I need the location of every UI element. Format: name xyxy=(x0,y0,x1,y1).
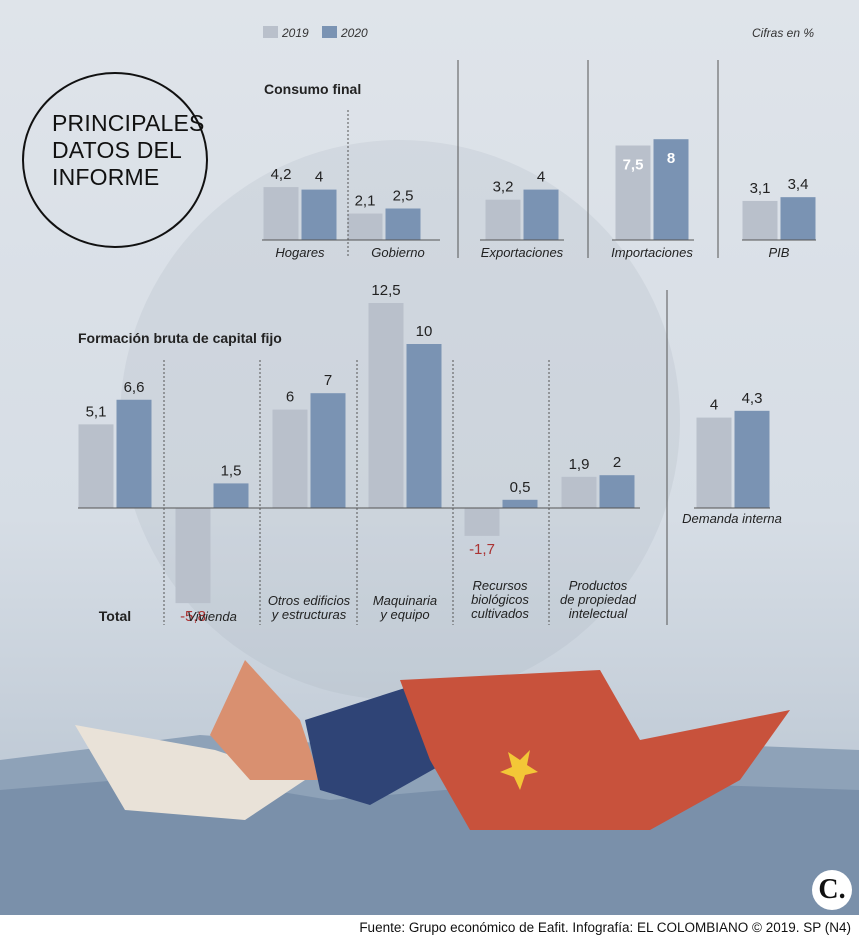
bar-2020-3 xyxy=(406,344,442,508)
data-label: 12,5 xyxy=(371,282,400,299)
category-label: PIB xyxy=(769,245,790,260)
footer-bar: Fuente: Grupo económico de Eafit. Infogr… xyxy=(0,915,859,941)
category-label: biológicos xyxy=(471,592,529,607)
data-label: 4 xyxy=(537,169,545,186)
bar-2020-0 xyxy=(653,139,689,240)
bar-2020-1 xyxy=(385,208,421,240)
bar-2019-1 xyxy=(347,213,383,240)
bar-2020-5 xyxy=(599,475,635,508)
data-label: 6 xyxy=(286,389,294,406)
data-label: 5,1 xyxy=(86,403,107,420)
legend-swatch-2020 xyxy=(322,26,337,38)
category-label: de propiedad xyxy=(560,592,637,607)
bar-2019-0 xyxy=(263,187,299,240)
section-title-fbcf: Formación bruta de capital fijo xyxy=(78,330,282,346)
bar-2020-0 xyxy=(301,189,337,240)
category-label: y estructuras xyxy=(271,607,347,622)
data-label: 1,5 xyxy=(221,462,242,479)
china-boat xyxy=(400,670,790,830)
bar-2020-0 xyxy=(780,197,816,240)
data-label: 4 xyxy=(315,169,323,186)
data-label: 4,3 xyxy=(742,390,763,407)
title-circle xyxy=(22,72,208,248)
data-label: -1,7 xyxy=(469,541,495,558)
bar-2020-0 xyxy=(116,399,152,508)
paper-boats-illustration xyxy=(0,660,859,915)
data-label: 2 xyxy=(613,454,621,471)
legend-swatch-2019 xyxy=(263,26,278,38)
legend-label-2020: 2020 xyxy=(341,26,368,40)
category-label: Gobierno xyxy=(371,245,424,260)
chart-canvas: 4,2 4 2,1 2,5 3,2 4 7,5 8 3,1 3,4 5,1 6,6 -5,8 1,5 6 7 1… xyxy=(78,60,816,625)
data-label: 1,9 xyxy=(569,456,590,473)
units-note: Cifras en % xyxy=(752,26,815,40)
category-label: intelectual xyxy=(569,606,629,621)
bar-2020-0 xyxy=(734,410,770,508)
data-label: -5,8 xyxy=(180,608,206,625)
source-credit: Fuente: Grupo económico de Eafit. Infogr… xyxy=(359,920,851,935)
data-label: 2,5 xyxy=(393,188,414,205)
bar-2019-3 xyxy=(368,303,404,508)
bar-2019-0 xyxy=(696,417,732,508)
bar-2019-5 xyxy=(561,476,597,508)
legend-item-2019: 2019 xyxy=(263,26,309,40)
data-label: 6,6 xyxy=(124,379,145,396)
data-label: 7 xyxy=(324,372,332,389)
bar-2019-4 xyxy=(464,508,500,536)
category-label: Importaciones xyxy=(611,245,693,260)
bar-2019-1 xyxy=(175,508,211,604)
legend-label-2019: 2019 xyxy=(282,26,309,40)
category-label: Demanda interna xyxy=(682,511,782,526)
legend-item-2020: 2020 xyxy=(322,26,368,40)
bar-2020-4 xyxy=(502,499,538,508)
data-label: 4 xyxy=(710,397,718,414)
section-title-consumo: Consumo final xyxy=(264,81,361,97)
data-label: 7,5 xyxy=(623,157,644,174)
category-label: Vivienda xyxy=(187,609,237,624)
bar-2019-0 xyxy=(615,145,651,240)
el-colombiano-logo: C. xyxy=(812,870,852,910)
data-label: 3,1 xyxy=(750,180,771,197)
usa-boat-sail xyxy=(210,660,320,780)
bar-2020-2 xyxy=(310,393,346,508)
data-label: 8 xyxy=(667,150,675,167)
category-label: Hogares xyxy=(275,245,325,260)
category-label: Otros edificios xyxy=(268,593,351,608)
category-label: Maquinaria xyxy=(373,593,437,608)
data-label: 2,1 xyxy=(355,193,376,210)
bar-2020-0 xyxy=(523,189,559,240)
category-label: Total xyxy=(99,608,131,624)
data-label: 4,2 xyxy=(271,166,292,183)
china-star xyxy=(500,750,538,790)
category-label: Productos xyxy=(569,578,628,593)
category-label: Recursos xyxy=(473,578,528,593)
page-title: PRINCIPALES DATOS DEL INFORME xyxy=(52,110,205,190)
category-label: Exportaciones xyxy=(481,245,564,260)
bar-2019-0 xyxy=(78,424,114,508)
bar-2019-0 xyxy=(485,199,521,240)
category-label: y equipo xyxy=(379,607,429,622)
category-label: cultivados xyxy=(471,606,529,621)
data-label: 3,2 xyxy=(493,179,514,196)
bar-2019-0 xyxy=(742,200,778,240)
data-label: 3,4 xyxy=(788,176,809,193)
bar-2019-2 xyxy=(272,409,308,508)
data-label: 0,5 xyxy=(510,479,531,496)
usa-boat-hull xyxy=(75,725,305,820)
data-label: 10 xyxy=(416,323,433,340)
bar-2020-1 xyxy=(213,483,249,508)
